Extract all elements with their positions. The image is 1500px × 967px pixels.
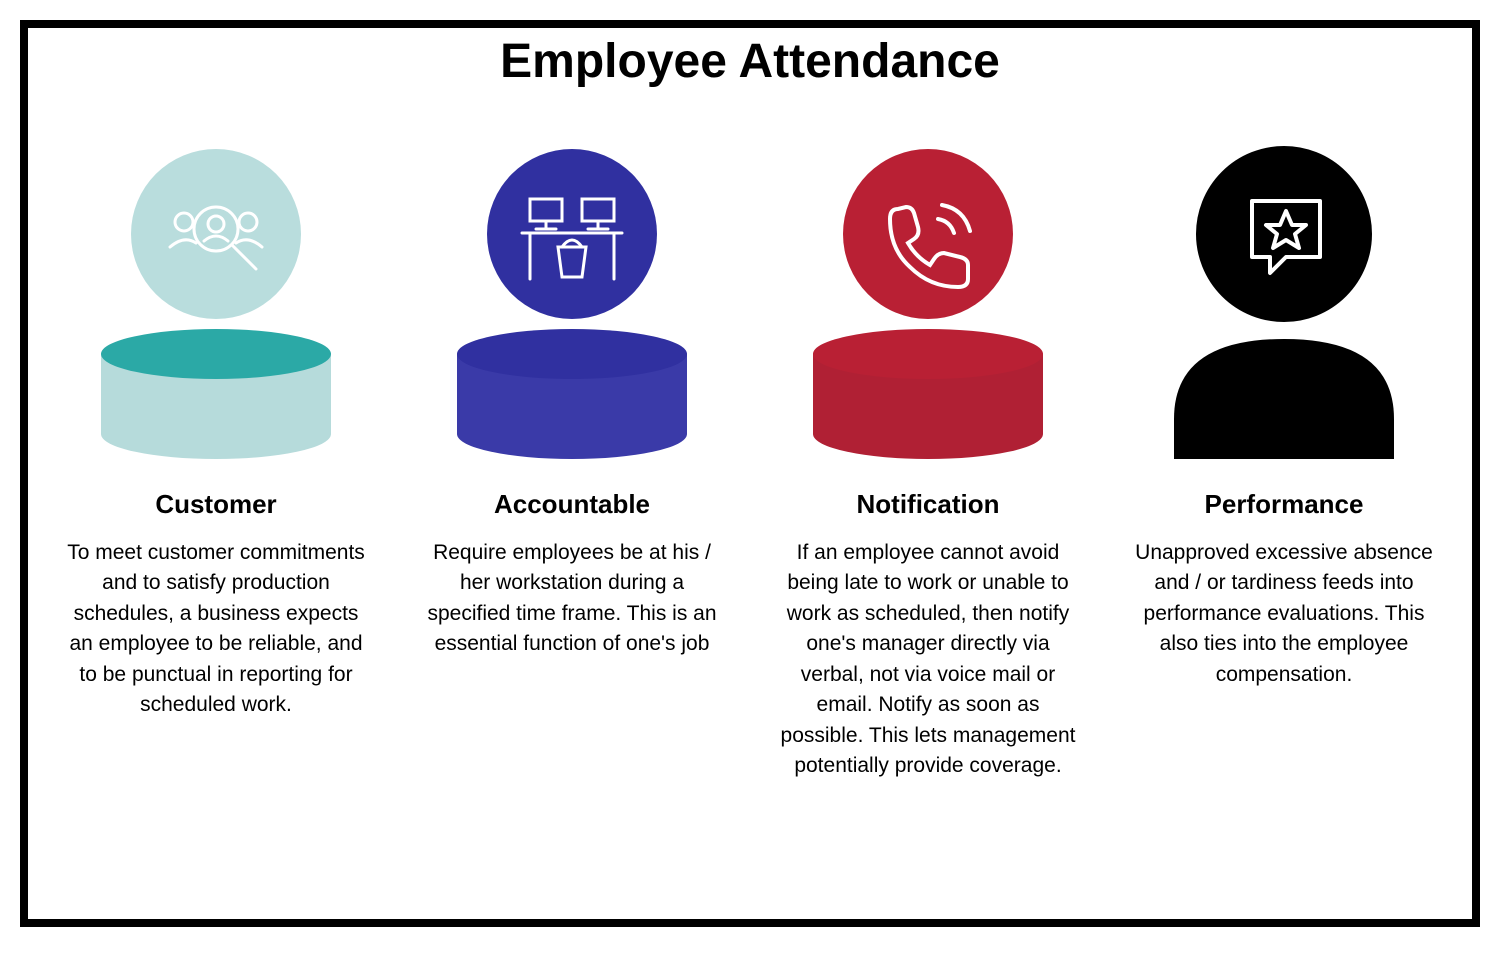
columns-row: Customer To meet customer commitments an… bbox=[58, 129, 1442, 782]
column-notification: Notification If an employee cannot avoid… bbox=[770, 129, 1086, 782]
figure-notification bbox=[778, 129, 1078, 459]
column-body-accountable: Require employees be at his / her workst… bbox=[422, 538, 722, 660]
column-body-notification: If an employee cannot avoid being late t… bbox=[778, 538, 1078, 782]
column-accountable: Accountable Require employees be at his … bbox=[414, 129, 730, 782]
column-label-notification: Notification bbox=[857, 489, 1000, 520]
column-body-customer: To meet customer commitments and to sati… bbox=[66, 538, 366, 721]
column-label-customer: Customer bbox=[155, 489, 276, 520]
page-title: Employee Attendance bbox=[58, 34, 1442, 89]
figure-customer bbox=[66, 129, 366, 459]
column-label-accountable: Accountable bbox=[494, 489, 650, 520]
column-performance: Performance Unapproved excessive absence… bbox=[1126, 129, 1442, 782]
column-customer: Customer To meet customer commitments an… bbox=[58, 129, 374, 782]
column-label-performance: Performance bbox=[1205, 489, 1364, 520]
infographic-frame: Employee Attendance bbox=[20, 20, 1480, 927]
figure-accountable bbox=[422, 129, 722, 459]
figure-performance bbox=[1134, 129, 1434, 459]
column-body-performance: Unapproved excessive absence and / or ta… bbox=[1134, 538, 1434, 690]
